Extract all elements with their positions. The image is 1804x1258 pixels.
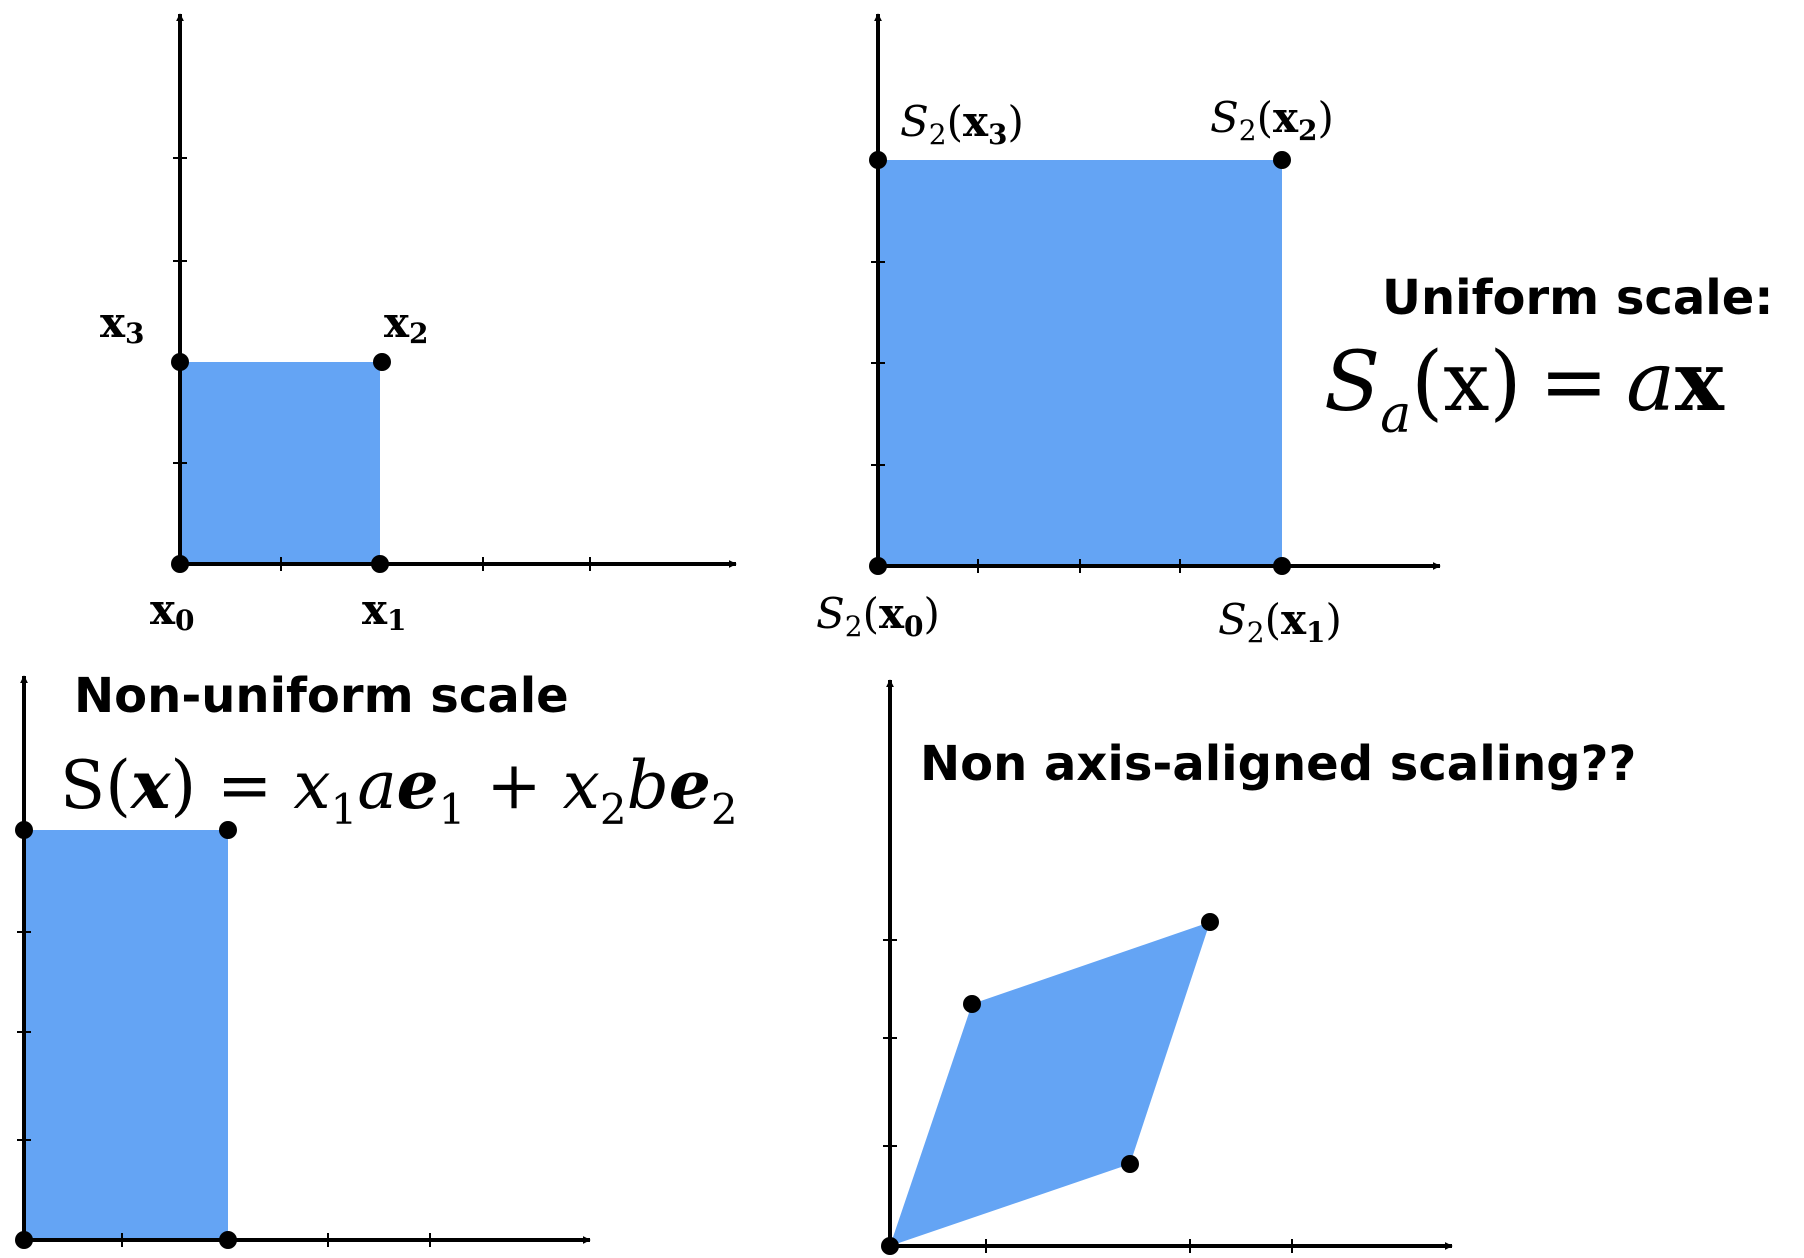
point-s1: [1273, 557, 1291, 575]
point-n0: [15, 1231, 33, 1249]
original-square: [180, 362, 380, 564]
point-x3: [171, 353, 189, 371]
point-n1: [219, 1231, 237, 1249]
point-p2: [1201, 913, 1219, 931]
scaled-square: [878, 160, 1282, 566]
panel-nonuniform: Non-uniform scale S(x) = x1ae1 + x2be2: [15, 668, 738, 1249]
panel-uniform: S2(x3) S2(x2) S2(x0) S2(x1) Uniform scal…: [816, 13, 1773, 649]
point-x1: [371, 555, 389, 573]
point-s2: [1273, 151, 1291, 169]
label-s0: S2(x0): [816, 589, 940, 643]
label-s3: S2(x3): [900, 97, 1024, 151]
point-n3: [15, 821, 33, 839]
label-s2: S2(x2): [1210, 93, 1334, 147]
panel-original: x0 x1 x2 x3: [100, 13, 737, 637]
label-s1: S2(x1): [1218, 595, 1342, 649]
nonuniform-heading: Non-uniform scale: [74, 668, 569, 724]
label-x0: x0: [150, 585, 195, 637]
uniform-formula: Sa(x) = ax: [1324, 334, 1725, 445]
axis-ticks: [883, 939, 1293, 1253]
label-x1: x1: [362, 585, 407, 637]
label-x3: x3: [100, 298, 145, 350]
parallelogram: [890, 922, 1210, 1246]
point-s0: [869, 557, 887, 575]
point-p0: [881, 1237, 899, 1255]
panel-nonaxis: Non axis-aligned scaling??: [881, 679, 1636, 1255]
nonuniform-rect: [24, 830, 228, 1240]
point-n2: [219, 821, 237, 839]
label-x2: x2: [384, 298, 429, 350]
point-p1: [963, 995, 981, 1013]
point-p3: [1121, 1155, 1139, 1173]
point-s3: [869, 151, 887, 169]
uniform-heading: Uniform scale:: [1382, 270, 1773, 326]
point-x2: [373, 353, 391, 371]
nonuniform-formula: S(x) = x1ae1 + x2be2: [60, 746, 738, 834]
point-x0: [171, 555, 189, 573]
axis-ticks: [871, 159, 1283, 573]
nonaxis-heading: Non axis-aligned scaling??: [920, 736, 1636, 792]
